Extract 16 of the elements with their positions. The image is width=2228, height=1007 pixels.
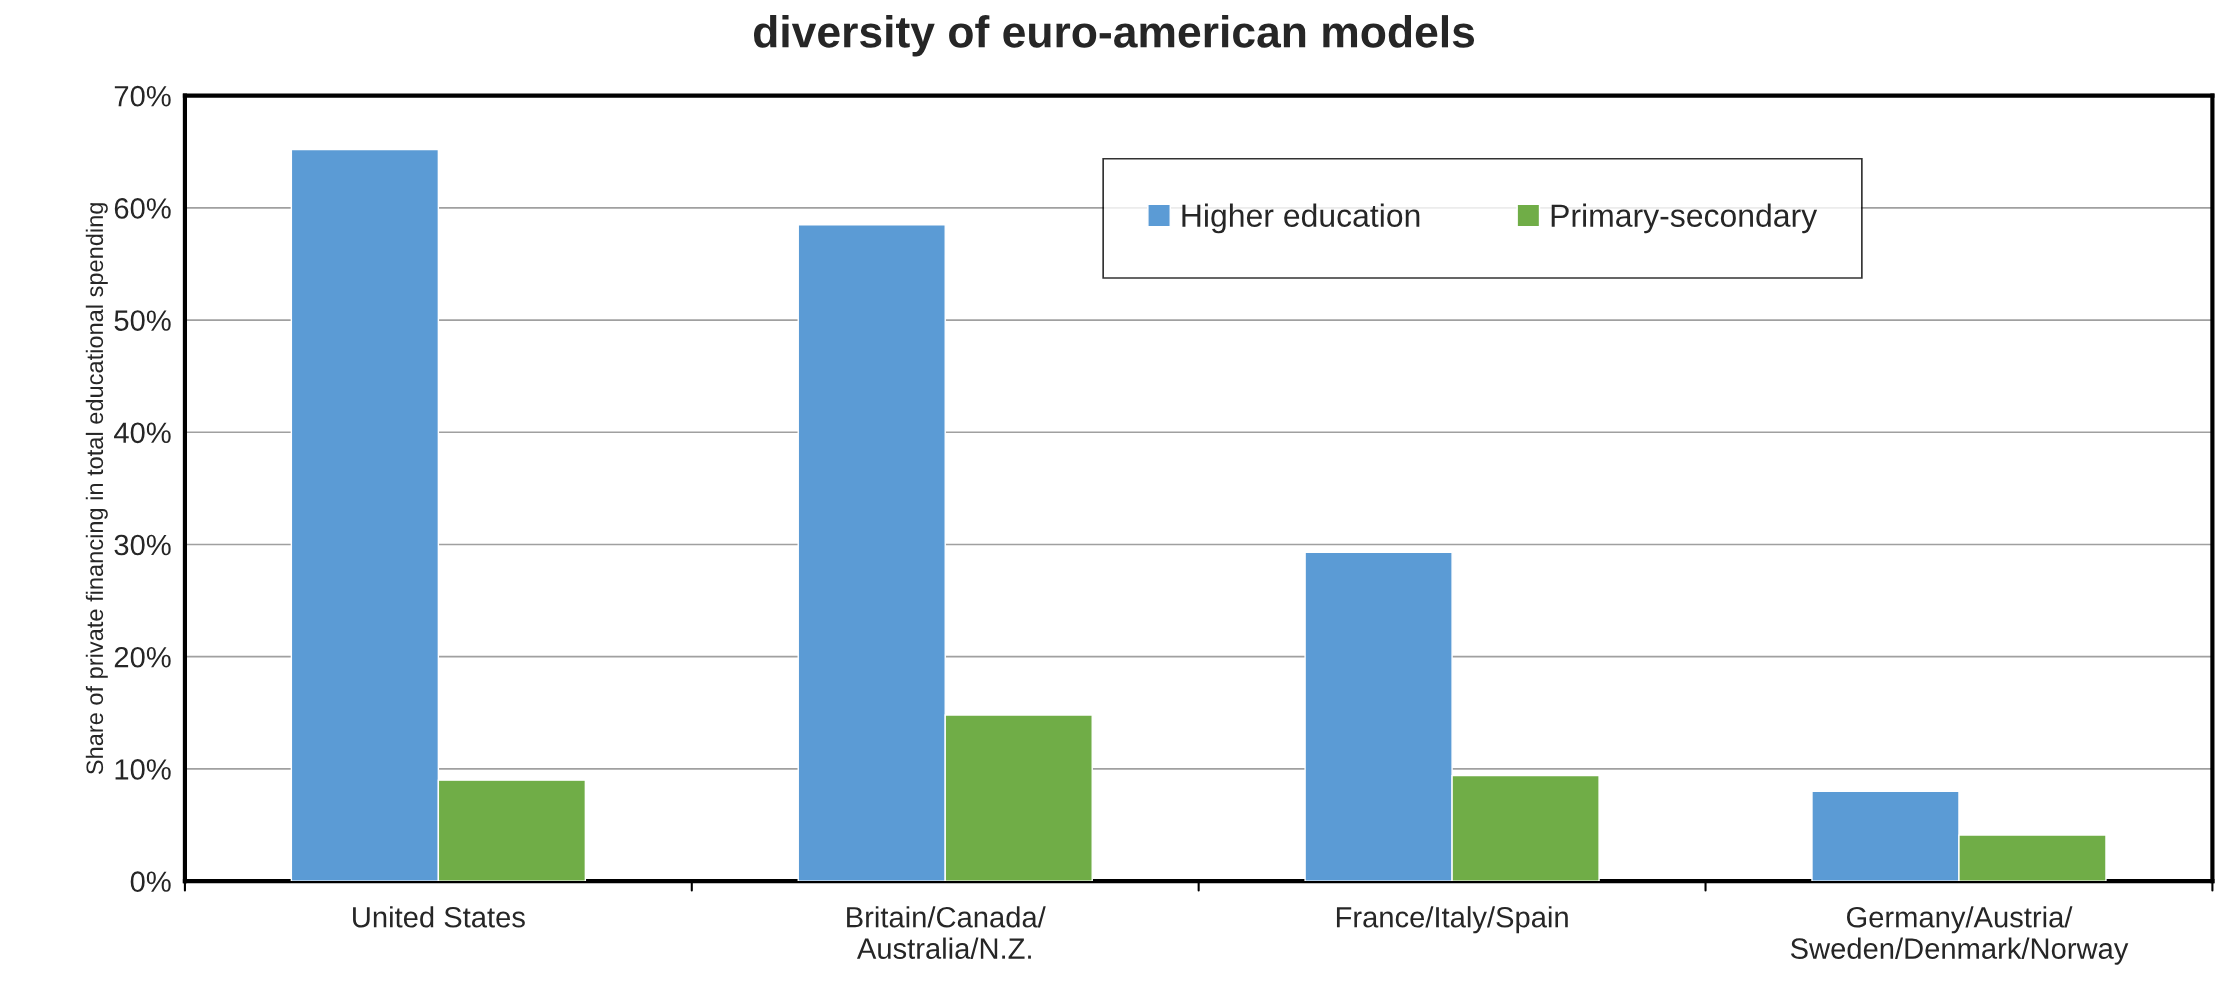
y-tick-label: 10% [115,759,171,780]
y-tick-label: 40% [114,422,171,444]
legend-label: Primary-secondary [1551,203,1818,234]
x-tick-label: Britain/Canada/ Australia/N.Z. [847,906,1046,959]
x-tick-label: United States [353,906,525,928]
x-tick-label: France/Italy/Spain [1336,906,1568,934]
y-tick-label: 60% [114,198,171,219]
y-tick-label: 70% [114,85,171,107]
y-tick-label: 50% [114,310,171,331]
chart-title: diversity of euro-american models [754,15,1475,57]
legend-label: Higher education [1182,203,1420,234]
y-tick-label: 0% [130,871,171,892]
x-tick-label: Germany/Austria/ Sweden/Denmark/Norway [1790,906,2129,965]
y-axis-title: Share of private financing in total educational spending [85,203,108,775]
y-tick-label: 20% [114,646,171,668]
y-tick-label: 30% [114,534,171,556]
